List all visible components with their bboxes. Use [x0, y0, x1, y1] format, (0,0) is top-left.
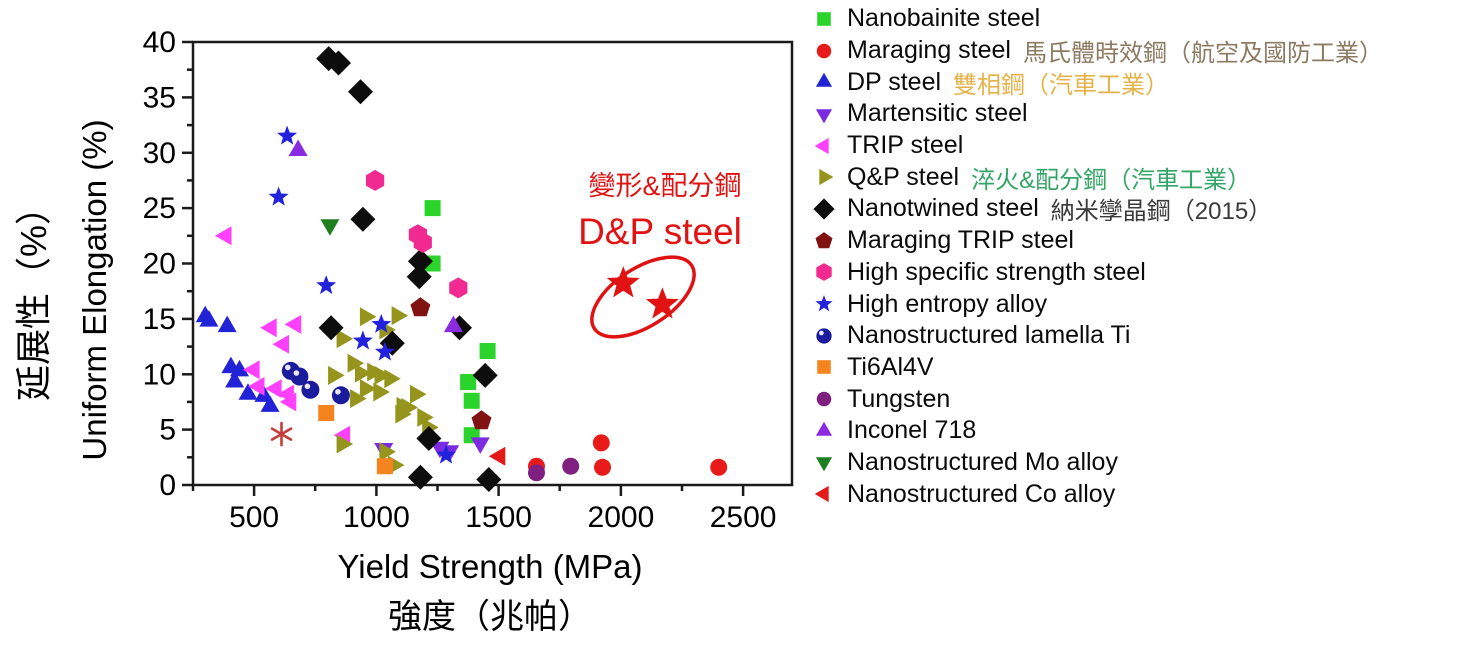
legend-label: High specific strength steel	[847, 257, 1146, 286]
legend-item-high-entropy-alloy: High entropy alloy	[812, 288, 1457, 320]
y-tick-label: 15	[143, 303, 176, 336]
y-axis: 0 5 10 15 20 25 30 35 40	[143, 26, 193, 502]
series-nanostructured-co-alloy	[488, 446, 506, 466]
legend-label: Q&P steel	[847, 162, 960, 191]
series-maraging-trip-steel	[410, 297, 492, 430]
x-tick-label: 1000	[343, 501, 410, 534]
legend-item-nanotwined-steel: Nanotwined steel 納米孿晶鋼（2015）	[812, 193, 1457, 225]
series-trip-steel	[215, 226, 351, 445]
legend-label: Maraging steel	[847, 36, 1011, 65]
x-axis-title-zh: 強度（兆帕）	[388, 598, 592, 636]
x-tick-label: 1500	[465, 501, 532, 534]
legend-label: Nanostructured Mo alloy	[847, 447, 1118, 476]
dp-steel-ellipse	[590, 255, 696, 339]
legend-item-nanobainite-steel: Nanobainite steel	[812, 3, 1457, 35]
x-axis: 500 1000 1500 2000 2500	[191, 485, 777, 534]
plot-frame	[191, 40, 794, 487]
legend-item-high-specific-strength-steel: High specific strength steel	[812, 257, 1457, 289]
legend-label: Inconel 718	[847, 416, 977, 445]
legend-label: High entropy alloy	[847, 289, 1048, 318]
series-d-p-steel	[606, 266, 679, 319]
legend-label: Nanostructured lamella Ti	[847, 321, 1131, 350]
sphere-marker-icon	[816, 328, 832, 344]
legend-label: Nanostructured Co alloy	[847, 479, 1116, 508]
y-axis-title-en: Uniform Elongation (%)	[76, 119, 113, 461]
annotation-dp-steel-en: D&P steel	[578, 211, 742, 252]
series-tungsten	[528, 457, 580, 482]
series-nanostructured-lamella-ti	[281, 361, 350, 405]
legend-label: TRIP steel	[847, 131, 964, 160]
triangle-right-marker-icon	[819, 169, 834, 186]
legend-label: Ti6Al4V	[847, 352, 934, 381]
square-marker-icon	[817, 12, 831, 26]
legend-label: Nanobainite steel	[847, 4, 1041, 33]
x-axis-title-en: Yield Strength (MPa)	[337, 548, 643, 585]
y-tick-label: 0	[159, 469, 176, 502]
y-tick-label: 25	[143, 192, 176, 225]
legend-label-zh: 納米孿晶鋼（2015）	[1050, 198, 1273, 226]
legend-label-zh: 淬火&配分鋼（汽車工業）	[971, 166, 1252, 194]
x-tick-label: 2000	[588, 501, 655, 534]
series-ti6al4v	[318, 405, 393, 475]
legend-label: Martensitic steel	[847, 99, 1028, 128]
legend-item-martensitic-steel: Martensitic steel	[812, 98, 1457, 130]
square-marker-icon	[817, 360, 831, 375]
series-dp-steel	[195, 305, 280, 412]
y-tick-label: 30	[143, 137, 176, 170]
legend-label: DP steel	[847, 67, 942, 96]
triangle-up-marker-icon	[815, 421, 833, 436]
y-axis-title-zh: 延展性（%）	[13, 189, 54, 402]
legend-item-inconel-718: Inconel 718	[812, 415, 1457, 447]
triangle-left-marker-icon	[814, 137, 829, 154]
legend: Nanobainite steel Maraging steel 馬氏體時效鋼（航空…	[812, 3, 1457, 510]
diamond-marker-icon	[813, 198, 835, 220]
triangle-up-marker-icon	[815, 72, 833, 87]
series-inconel-718	[288, 139, 463, 333]
legend-item-nanostructured-lamella-ti: Nanostructured lamella Ti	[812, 320, 1457, 352]
triangle-down-marker-icon	[815, 109, 833, 124]
triangle-down-marker-icon	[815, 457, 833, 472]
legend-item-nanostructured-mo-alloy: Nanostructured Mo alloy	[812, 447, 1457, 479]
legend-item-tungsten: Tungsten	[812, 383, 1457, 415]
star-marker-icon	[815, 295, 833, 312]
legend-item-maraging-steel: Maraging steel 馬氏體時效鋼（航空及國防工業）	[812, 35, 1457, 67]
legend-item-maraging-trip-steel: Maraging TRIP steel	[812, 225, 1457, 257]
legend-item-trip-steel: TRIP steel	[812, 130, 1457, 162]
pentagon-marker-icon	[815, 231, 833, 248]
legend-label: Nanotwined steel	[847, 194, 1039, 223]
x-tick-label: 500	[229, 501, 279, 534]
circle-marker-icon	[816, 391, 832, 407]
legend-item-q-p-steel: Q&P steel 淬火&配分鋼（汽車工業）	[812, 161, 1457, 194]
series-nanostructured-mo-alloy	[320, 219, 340, 236]
y-tick-label: 20	[143, 248, 176, 281]
legend-item-dp-steel: DP steel 雙相鋼（汽車工業）	[812, 66, 1457, 99]
x-tick-label: 2500	[710, 501, 777, 534]
legend-label-zh: 馬氏體時效鋼（航空及國防工業）	[1022, 40, 1383, 68]
legend-label-zh: 雙相鋼（汽車工業）	[953, 71, 1170, 99]
y-tick-label: 35	[143, 81, 176, 114]
legend-item-ti6al4v: Ti6Al4V	[812, 352, 1457, 384]
series-high-specific-strength-steel	[366, 169, 468, 299]
y-tick-label: 5	[159, 414, 176, 447]
series-nanobainite-steel	[424, 200, 496, 444]
series-reference-asterisk	[270, 421, 293, 447]
y-tick-label: 10	[143, 358, 176, 391]
legend-label: Tungsten	[847, 384, 951, 413]
legend-item-nanostructured-co-alloy: Nanostructured Co alloy	[812, 478, 1457, 510]
hexagon-marker-icon	[816, 263, 832, 282]
series-nanotwined-steel	[316, 46, 502, 492]
y-tick-label: 40	[143, 26, 176, 59]
series-high-entropy-alloy	[268, 125, 456, 464]
triangle-left-marker-icon	[814, 486, 829, 503]
legend-label: Maraging TRIP steel	[847, 226, 1074, 255]
annotation-dp-steel-zh: 變形&配分鋼	[588, 171, 742, 201]
circle-marker-icon	[816, 43, 832, 58]
series-maraging-steel	[528, 434, 728, 476]
